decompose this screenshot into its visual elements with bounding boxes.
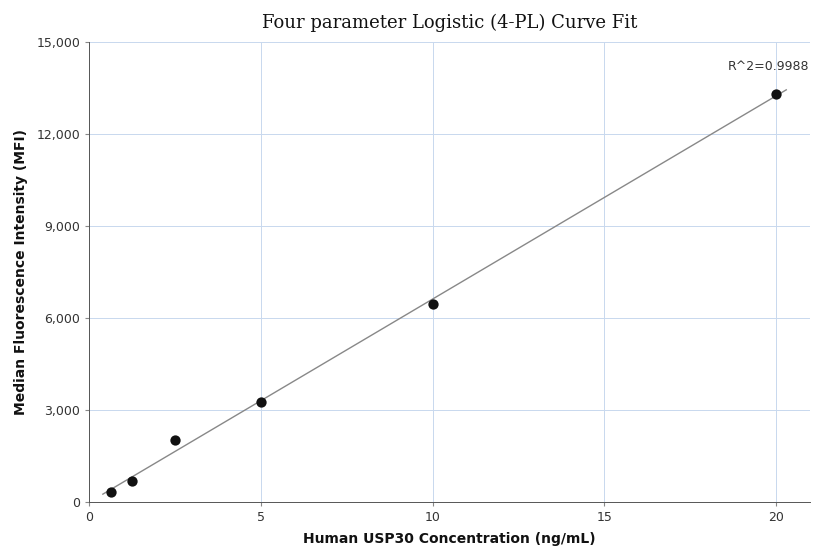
X-axis label: Human USP30 Concentration (ng/mL): Human USP30 Concentration (ng/mL) <box>304 532 596 546</box>
Point <box>426 300 439 309</box>
Point <box>255 398 268 407</box>
Y-axis label: Median Fluorescence Intensity (MFI): Median Fluorescence Intensity (MFI) <box>14 129 28 415</box>
Title: Four parameter Logistic (4-PL) Curve Fit: Four parameter Logistic (4-PL) Curve Fit <box>262 14 637 32</box>
Point <box>104 487 117 496</box>
Text: R^2=0.9988: R^2=0.9988 <box>728 60 810 73</box>
Point <box>770 90 783 99</box>
Point <box>126 477 139 486</box>
Point <box>168 436 181 445</box>
